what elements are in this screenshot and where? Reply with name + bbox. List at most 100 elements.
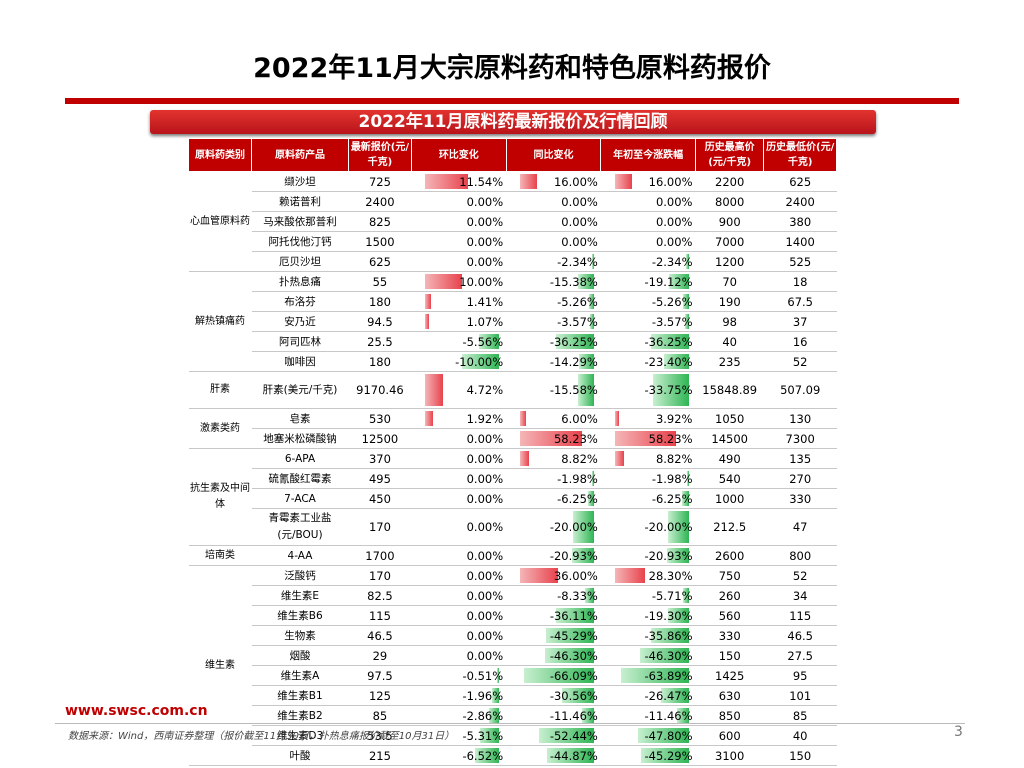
table-row: 维生素A 97.5 -0.51% -66.09% -63.89% 1425 95: [189, 665, 837, 686]
product-name: 布洛芬: [251, 291, 349, 312]
latest-price: 180: [348, 291, 412, 312]
ytd-bar: [683, 294, 689, 309]
product-name: 维生素E: [251, 585, 349, 606]
ytd-bar: [614, 568, 645, 583]
mom-bar: [425, 174, 469, 189]
yoy-cell: -1.98%: [506, 468, 601, 489]
yoy-value: -1.98%: [557, 471, 598, 486]
latest-price: 495: [348, 468, 412, 489]
table-row: 激素类药 皂素 530 1.92% 6.00% 3.92% 1050 130: [188, 408, 837, 449]
yoy-value: 0.00%: [561, 214, 598, 229]
mom-value: 1.07%: [466, 314, 504, 329]
yoy-value: -5.26%: [557, 294, 598, 309]
ytd-cell: -19.30%: [600, 605, 696, 626]
historical-low: 330: [763, 488, 837, 509]
table-row: 硫氰酸红霉素 495 0.00% -1.98% -1.98% 540 270: [189, 468, 837, 489]
table-row: 青霉素工业盐(元/BOU) 170 0.00% -20.00% -20.00% 212.5…: [189, 508, 837, 546]
yoy-cell: 16.00%: [506, 171, 601, 192]
mom-cell: 0.00%: [411, 545, 507, 566]
yoy-value: 58.23%: [553, 431, 598, 446]
page-number: 3: [954, 724, 963, 740]
yoy-value: -36.11%: [549, 608, 598, 623]
mom-value: 0.00%: [466, 451, 504, 466]
yoy-cell: 58.23%: [506, 428, 601, 449]
table-row: 厄贝沙坦 625 0.00% -2.34% -2.34% 1200 525: [189, 251, 837, 272]
historical-high: 15848.89: [695, 371, 764, 409]
historical-low: 34: [763, 585, 837, 606]
yoy-bar: [577, 374, 595, 406]
yoy-bar: [520, 431, 582, 446]
header-price: 最新报价(元/千克): [347, 138, 412, 172]
historical-high: 212.5: [695, 508, 764, 546]
yoy-cell: -52.44%: [506, 725, 601, 746]
ytd-value: -20.93%: [644, 548, 693, 563]
ytd-bar: [668, 274, 689, 289]
yoy-bar: [538, 728, 595, 743]
mom-value: 10.00%: [459, 274, 504, 289]
ytd-bar: [667, 511, 689, 543]
ytd-bar: [682, 588, 689, 603]
ytd-cell: -2.34%: [600, 251, 696, 272]
historical-high: 8000: [695, 191, 764, 212]
yoy-value: -36.25%: [549, 334, 598, 349]
yoy-cell: -45.29%: [506, 625, 601, 646]
table-row: 维生素D3 53.5 -5.31% -52.44% -47.80% 600 40: [189, 725, 837, 746]
historical-high: 2600: [695, 545, 764, 566]
table-row: 维生素E 82.5 0.00% -8.33% -5.71% 260 34: [189, 585, 837, 606]
yoy-bar: [545, 648, 595, 663]
latest-price: 94.5: [348, 311, 412, 332]
yoy-value: -8.33%: [557, 588, 598, 603]
yoy-cell: -11.46%: [506, 705, 601, 726]
ytd-cell: 0.00%: [600, 211, 696, 232]
ytd-value: -47.80%: [644, 728, 693, 743]
historical-low: 27.5: [763, 645, 837, 666]
table-row: 维生素B6 115 0.00% -36.11% -19.30% 560 115: [189, 605, 837, 626]
historical-high: 600: [695, 725, 764, 746]
historical-high: 490: [695, 448, 764, 469]
mom-cell: 0.00%: [411, 488, 507, 509]
yoy-cell: -3.57%: [506, 311, 601, 332]
ytd-bar: [660, 688, 689, 703]
yoy-value: -14.29%: [549, 354, 598, 369]
ytd-value: -20.00%: [644, 520, 693, 534]
historical-low: 101: [763, 685, 837, 706]
yoy-value: -66.09%: [549, 668, 598, 683]
mom-cell: 0.00%: [411, 231, 507, 252]
product-name: 维生素B1: [251, 685, 349, 706]
mom-value: 0.00%: [466, 628, 504, 643]
historical-high: 560: [695, 605, 764, 626]
yoy-bar: [520, 411, 527, 426]
historical-low: 46.5: [763, 625, 837, 646]
mom-bar: [425, 314, 430, 329]
ytd-value: -19.12%: [644, 274, 693, 289]
yoy-cell: -14.29%: [506, 351, 601, 372]
ytd-bar: [621, 668, 689, 683]
mom-cell: -2.86%: [411, 705, 507, 726]
yoy-cell: -66.09%: [506, 665, 601, 686]
yoy-value: 6.00%: [561, 411, 598, 426]
historical-high: 14500: [695, 428, 764, 449]
yoy-cell: -20.00%: [506, 508, 601, 546]
yoy-bar: [555, 334, 595, 349]
mom-bar: [475, 748, 500, 763]
historical-high: 850: [695, 705, 764, 726]
mom-value: 0.00%: [466, 491, 504, 506]
product-name: 赖诺普利: [251, 191, 349, 212]
mom-bar: [488, 708, 500, 723]
ytd-cell: 0.00%: [600, 231, 696, 252]
header-high: 历史最高价(元/千克): [694, 138, 765, 172]
ytd-bar: [685, 314, 689, 329]
mom-cell: 0.00%: [411, 191, 507, 212]
table-body: 心血管原料药 缬沙坦 725 11.54% 16.00% 16.00% 2200 625 赖诺普…: [188, 171, 837, 766]
ytd-value: -5.71%: [651, 588, 693, 603]
historical-low: 67.5: [763, 291, 837, 312]
ytd-value: -63.89%: [644, 668, 693, 683]
mom-value: 0.00%: [466, 608, 504, 623]
mom-value: 0.00%: [466, 234, 504, 249]
historical-high: 98: [695, 311, 764, 332]
ytd-cell: -36.25%: [600, 331, 696, 352]
product-name: 维生素B6: [251, 605, 349, 626]
historical-high: 150: [695, 645, 764, 666]
table-row: 生物素 46.5 0.00% -45.29% -35.86% 330 46.5: [189, 625, 837, 646]
ytd-cell: -46.30%: [600, 645, 696, 666]
